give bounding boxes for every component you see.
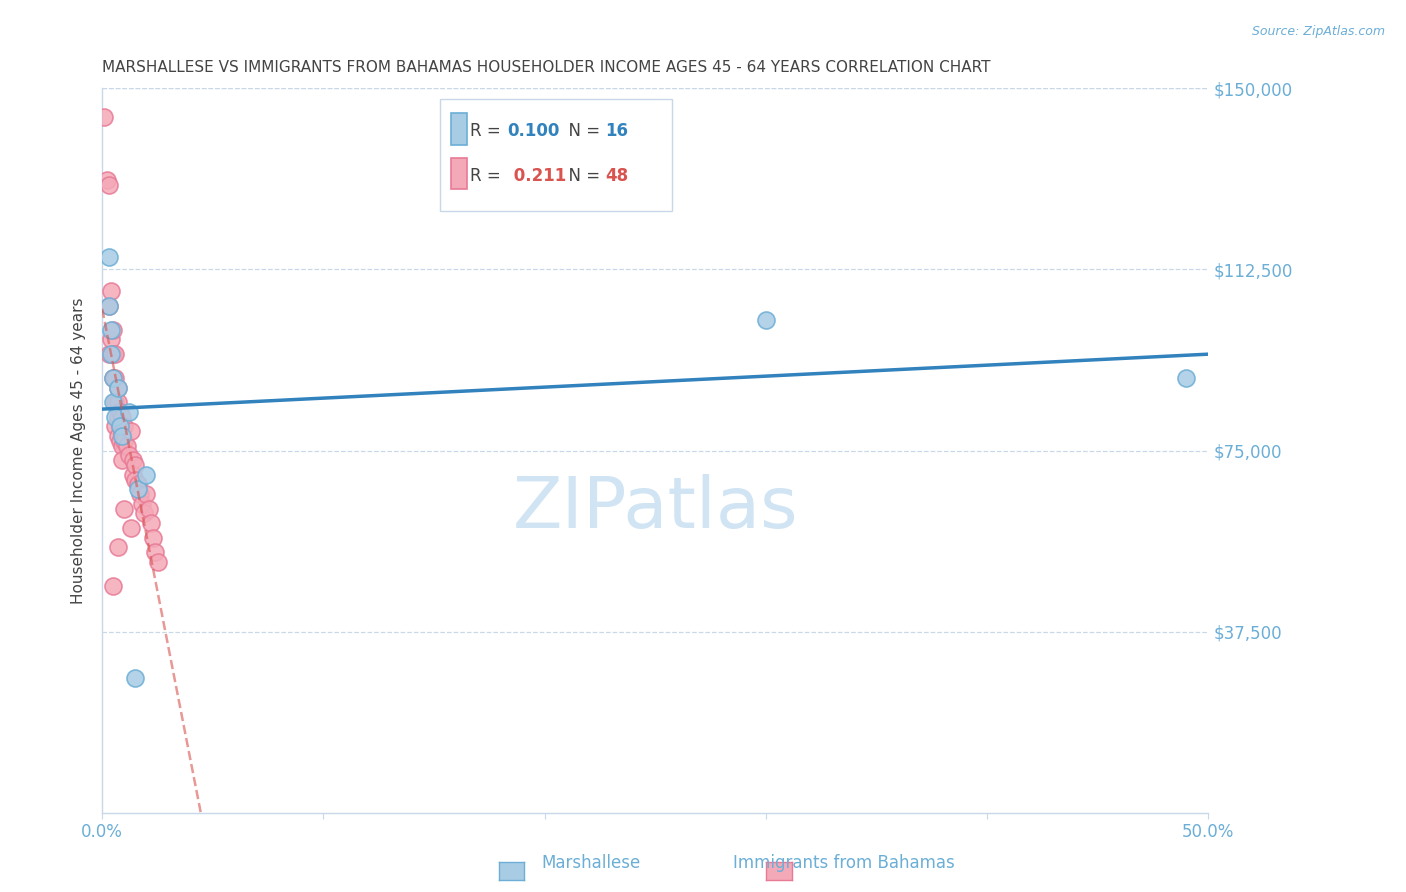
Text: R =: R = bbox=[470, 167, 506, 185]
Point bbox=[111, 424, 134, 438]
Point bbox=[127, 477, 149, 491]
Point bbox=[112, 434, 135, 448]
Point bbox=[108, 434, 131, 448]
Point bbox=[107, 381, 129, 395]
Point bbox=[103, 347, 125, 361]
Point bbox=[103, 371, 125, 385]
Point bbox=[103, 395, 125, 409]
Point bbox=[128, 487, 150, 501]
Y-axis label: Householder Income Ages 45 - 64 years: Householder Income Ages 45 - 64 years bbox=[72, 297, 86, 604]
Point bbox=[108, 419, 131, 434]
Point bbox=[112, 501, 135, 516]
Point bbox=[103, 323, 125, 337]
Point bbox=[100, 284, 122, 298]
Point bbox=[107, 381, 129, 395]
Point bbox=[135, 467, 157, 482]
Point bbox=[112, 419, 135, 434]
Text: Marshallese: Marshallese bbox=[541, 855, 640, 872]
Point bbox=[111, 429, 134, 443]
Point bbox=[108, 405, 131, 419]
Point bbox=[107, 429, 129, 443]
Bar bbox=[451, 158, 467, 189]
Point bbox=[118, 405, 141, 419]
FancyBboxPatch shape bbox=[440, 99, 672, 211]
Point bbox=[97, 251, 120, 265]
Text: ZIPatlas: ZIPatlas bbox=[512, 474, 799, 543]
Point bbox=[115, 439, 138, 453]
Point bbox=[143, 545, 166, 559]
Point bbox=[122, 467, 145, 482]
Point bbox=[103, 371, 125, 385]
Point bbox=[135, 487, 157, 501]
Text: 16: 16 bbox=[605, 122, 628, 140]
Text: N =: N = bbox=[558, 167, 606, 185]
Point bbox=[111, 439, 134, 453]
Point bbox=[97, 299, 120, 313]
Point bbox=[124, 473, 146, 487]
Point bbox=[104, 409, 127, 424]
Point bbox=[104, 371, 127, 385]
Point bbox=[124, 458, 146, 472]
Point bbox=[97, 347, 120, 361]
Point bbox=[755, 313, 778, 327]
Point bbox=[104, 395, 127, 409]
Point bbox=[107, 395, 129, 409]
Point bbox=[111, 453, 134, 467]
Point bbox=[131, 497, 153, 511]
Point bbox=[118, 449, 141, 463]
Point bbox=[104, 347, 127, 361]
Point bbox=[1175, 371, 1198, 385]
Point bbox=[100, 323, 122, 337]
Point bbox=[127, 482, 149, 496]
Text: Source: ZipAtlas.com: Source: ZipAtlas.com bbox=[1251, 25, 1385, 38]
Point bbox=[100, 347, 122, 361]
Point bbox=[103, 579, 125, 593]
Text: 0.211: 0.211 bbox=[508, 167, 565, 185]
Point bbox=[122, 453, 145, 467]
Point bbox=[104, 419, 127, 434]
Text: N =: N = bbox=[558, 122, 606, 140]
Point bbox=[134, 507, 156, 521]
Point bbox=[100, 333, 122, 347]
Bar bbox=[451, 113, 467, 145]
Point bbox=[142, 531, 165, 545]
Point bbox=[138, 501, 160, 516]
Point bbox=[146, 555, 169, 569]
Text: Immigrants from Bahamas: Immigrants from Bahamas bbox=[733, 855, 955, 872]
Text: 0.100: 0.100 bbox=[508, 122, 560, 140]
Point bbox=[111, 409, 134, 424]
Point bbox=[139, 516, 162, 530]
Point bbox=[93, 110, 115, 124]
Point bbox=[107, 540, 129, 554]
Point bbox=[120, 521, 142, 535]
Point bbox=[124, 671, 146, 685]
Text: R =: R = bbox=[470, 122, 506, 140]
Point bbox=[96, 173, 118, 187]
Point bbox=[97, 178, 120, 192]
Point bbox=[108, 419, 131, 434]
Point bbox=[97, 299, 120, 313]
Point bbox=[107, 409, 129, 424]
Point bbox=[120, 424, 142, 438]
Text: MARSHALLESE VS IMMIGRANTS FROM BAHAMAS HOUSEHOLDER INCOME AGES 45 - 64 YEARS COR: MARSHALLESE VS IMMIGRANTS FROM BAHAMAS H… bbox=[103, 60, 991, 75]
Text: 48: 48 bbox=[605, 167, 628, 185]
